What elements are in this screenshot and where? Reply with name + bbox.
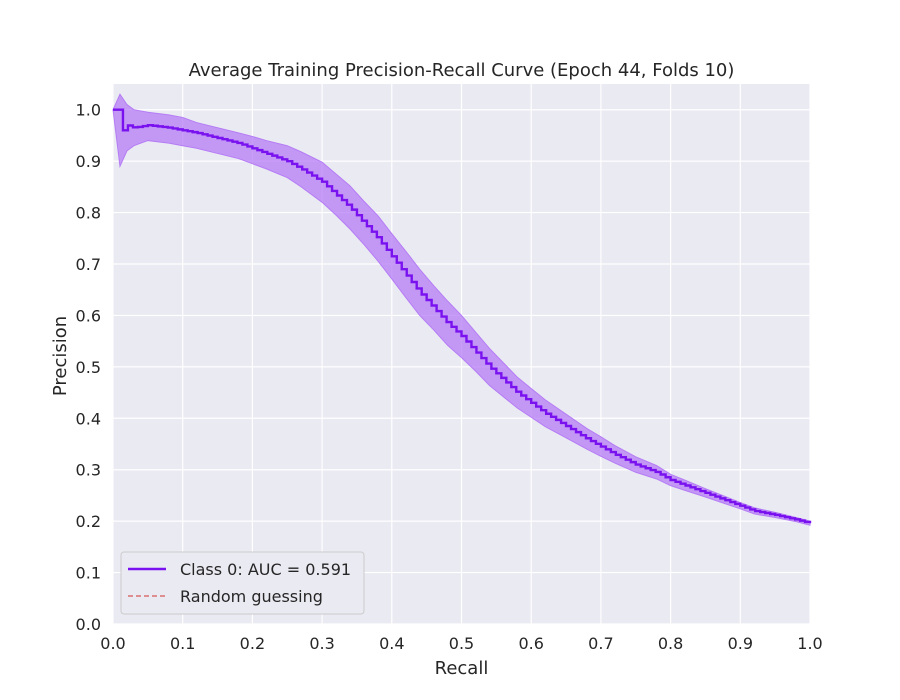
series-line-class-0: [113, 108, 812, 524]
y-tick-label: 0.0: [76, 615, 101, 634]
series-line-layer: [113, 108, 812, 524]
x-tick-labels: 0.0 0.1 0.2 0.3 0.4 0.5 0.6 0.7 0.8 0.9 1.0: [100, 634, 822, 653]
x-tick-label: 0.8: [658, 634, 683, 653]
y-tick-label: 0.7: [76, 255, 101, 274]
x-tick-label: 1.0: [797, 634, 822, 653]
x-tick-label: 0.6: [518, 634, 543, 653]
chart-title: Average Training Precision-Recall Curve …: [189, 60, 735, 81]
y-tick-label: 0.2: [76, 512, 101, 531]
y-tick-labels: 0.0 0.1 0.2 0.3 0.4 0.5 0.6 0.7 0.8 0.9 1.0: [76, 101, 101, 634]
x-tick-label: 0.1: [170, 634, 195, 653]
x-tick-label: 0.4: [379, 634, 404, 653]
legend-label-class-0: Class 0: AUC = 0.591: [180, 560, 351, 579]
legend-label-random-guessing: Random guessing: [180, 587, 323, 606]
legend-box: [120, 551, 365, 615]
x-tick-label: 0.5: [449, 634, 474, 653]
x-tick-label: 0.9: [728, 634, 753, 653]
y-tick-label: 1.0: [76, 101, 101, 120]
grid-lines: [112, 84, 811, 625]
y-tick-label: 0.6: [76, 306, 101, 325]
y-tick-label: 0.9: [76, 152, 101, 171]
y-tick-label: 0.8: [76, 204, 101, 223]
x-axis-label: Recall: [435, 658, 489, 679]
legend: Class 0: AUC = 0.591 Random guessing: [120, 551, 365, 615]
x-tick-label: 0.0: [100, 634, 125, 653]
y-axis-label: Precision: [50, 316, 71, 396]
x-tick-label: 0.7: [588, 634, 613, 653]
y-tick-label: 0.5: [76, 358, 101, 377]
y-tick-label: 0.3: [76, 461, 101, 480]
x-tick-label: 0.3: [309, 634, 334, 653]
y-tick-label: 0.1: [76, 564, 101, 583]
x-tick-label: 0.2: [240, 634, 265, 653]
y-tick-label: 0.4: [76, 409, 101, 428]
